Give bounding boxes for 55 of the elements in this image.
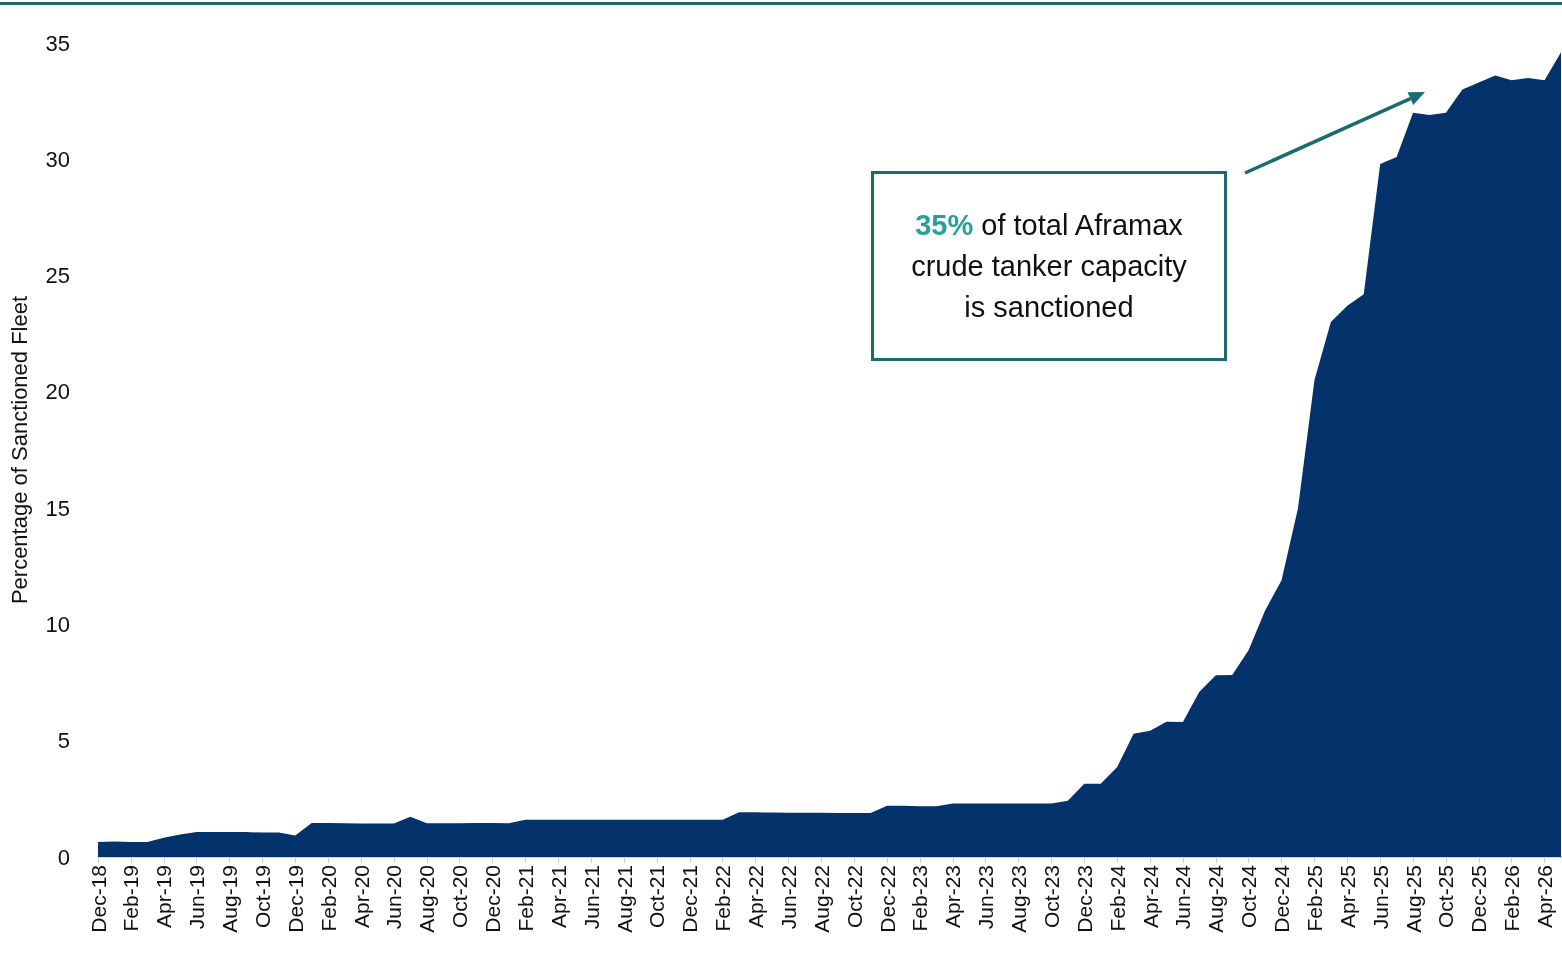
x-tick-label: Oct-23 bbox=[1039, 865, 1063, 929]
x-tick-label: Oct-24 bbox=[1237, 864, 1261, 929]
annotation: 35% of total Aframax crude tanker capacity is sanctioned bbox=[910, 207, 1188, 325]
x-tick-label: Oct-22 bbox=[842, 865, 866, 929]
x-tick-label: Oct-25 bbox=[1434, 865, 1458, 929]
x-tick-label: Dec-20 bbox=[481, 865, 505, 933]
y-tick-label: 5 bbox=[57, 728, 70, 754]
x-tick-label: Jun-23 bbox=[974, 865, 998, 930]
x-tick-label: Apr-19 bbox=[152, 865, 176, 929]
x-tick-label: Dec-23 bbox=[1072, 865, 1096, 933]
x-tick-label: Feb-20 bbox=[316, 865, 340, 932]
x-tick-label: Jun-21 bbox=[579, 865, 603, 930]
x-tick-label: Apr-20 bbox=[349, 865, 373, 929]
x-tick-label: Apr-21 bbox=[546, 865, 570, 929]
x-tick-label: Apr-26 bbox=[1533, 865, 1557, 929]
y-tick-label: 20 bbox=[45, 379, 70, 405]
x-tick-label: Oct-21 bbox=[645, 865, 669, 929]
x-tick-label: Jun-20 bbox=[382, 865, 406, 930]
x-tick-label: Jun-19 bbox=[185, 865, 209, 930]
x-tick-label: Apr-22 bbox=[744, 865, 768, 929]
x-tick-label: Oct-19 bbox=[250, 865, 274, 929]
y-tick-label: 10 bbox=[45, 611, 70, 637]
x-tick-label: Feb-23 bbox=[908, 865, 932, 932]
x-tick-label: Oct-20 bbox=[448, 865, 472, 929]
x-tick-label: Dec-18 bbox=[86, 865, 110, 933]
y-tick-label: 30 bbox=[45, 146, 70, 172]
x-tick-label: Aug-20 bbox=[415, 865, 439, 933]
x-tick-label: Apr-23 bbox=[941, 865, 965, 929]
x-tick-label: Feb-26 bbox=[1500, 865, 1524, 932]
x-tick-label: Dec-19 bbox=[283, 865, 307, 933]
x-tick-label: Aug-19 bbox=[218, 865, 242, 933]
y-tick-label: 15 bbox=[45, 495, 70, 521]
x-tick-label: Apr-25 bbox=[1335, 865, 1359, 929]
x-tick-label: Feb-24 bbox=[1105, 864, 1129, 932]
y-tick-label: 35 bbox=[45, 30, 70, 56]
x-tick-label: Feb-19 bbox=[119, 865, 143, 932]
x-tick-label: Dec-24 bbox=[1270, 864, 1294, 933]
y-axis-title: Percentage of Sanctioned Fleet bbox=[6, 295, 32, 605]
y-tick-label: 0 bbox=[57, 844, 70, 870]
x-tick-label: Feb-25 bbox=[1302, 865, 1326, 932]
x-tick-label: Aug-21 bbox=[612, 865, 636, 933]
x-tick-label: Aug-24 bbox=[1204, 864, 1228, 933]
x-tick-label: Jun-24 bbox=[1171, 864, 1195, 930]
x-tick-label: Aug-23 bbox=[1007, 865, 1031, 933]
x-tick-label: Feb-22 bbox=[711, 865, 735, 932]
x-tick-label: Aug-22 bbox=[809, 865, 833, 933]
x-tick-label: Apr-24 bbox=[1138, 864, 1162, 929]
x-tick-label: Feb-21 bbox=[513, 865, 537, 932]
x-tick-label: Jun-22 bbox=[776, 865, 800, 930]
y-tick-label: 25 bbox=[45, 263, 70, 289]
x-tick-label: Jun-25 bbox=[1368, 865, 1392, 930]
x-tick-label: Dec-22 bbox=[875, 865, 899, 933]
x-tick-label: Aug-25 bbox=[1401, 865, 1425, 933]
x-tick-label: Dec-25 bbox=[1467, 865, 1491, 933]
x-tick-label: Dec-21 bbox=[678, 865, 702, 933]
